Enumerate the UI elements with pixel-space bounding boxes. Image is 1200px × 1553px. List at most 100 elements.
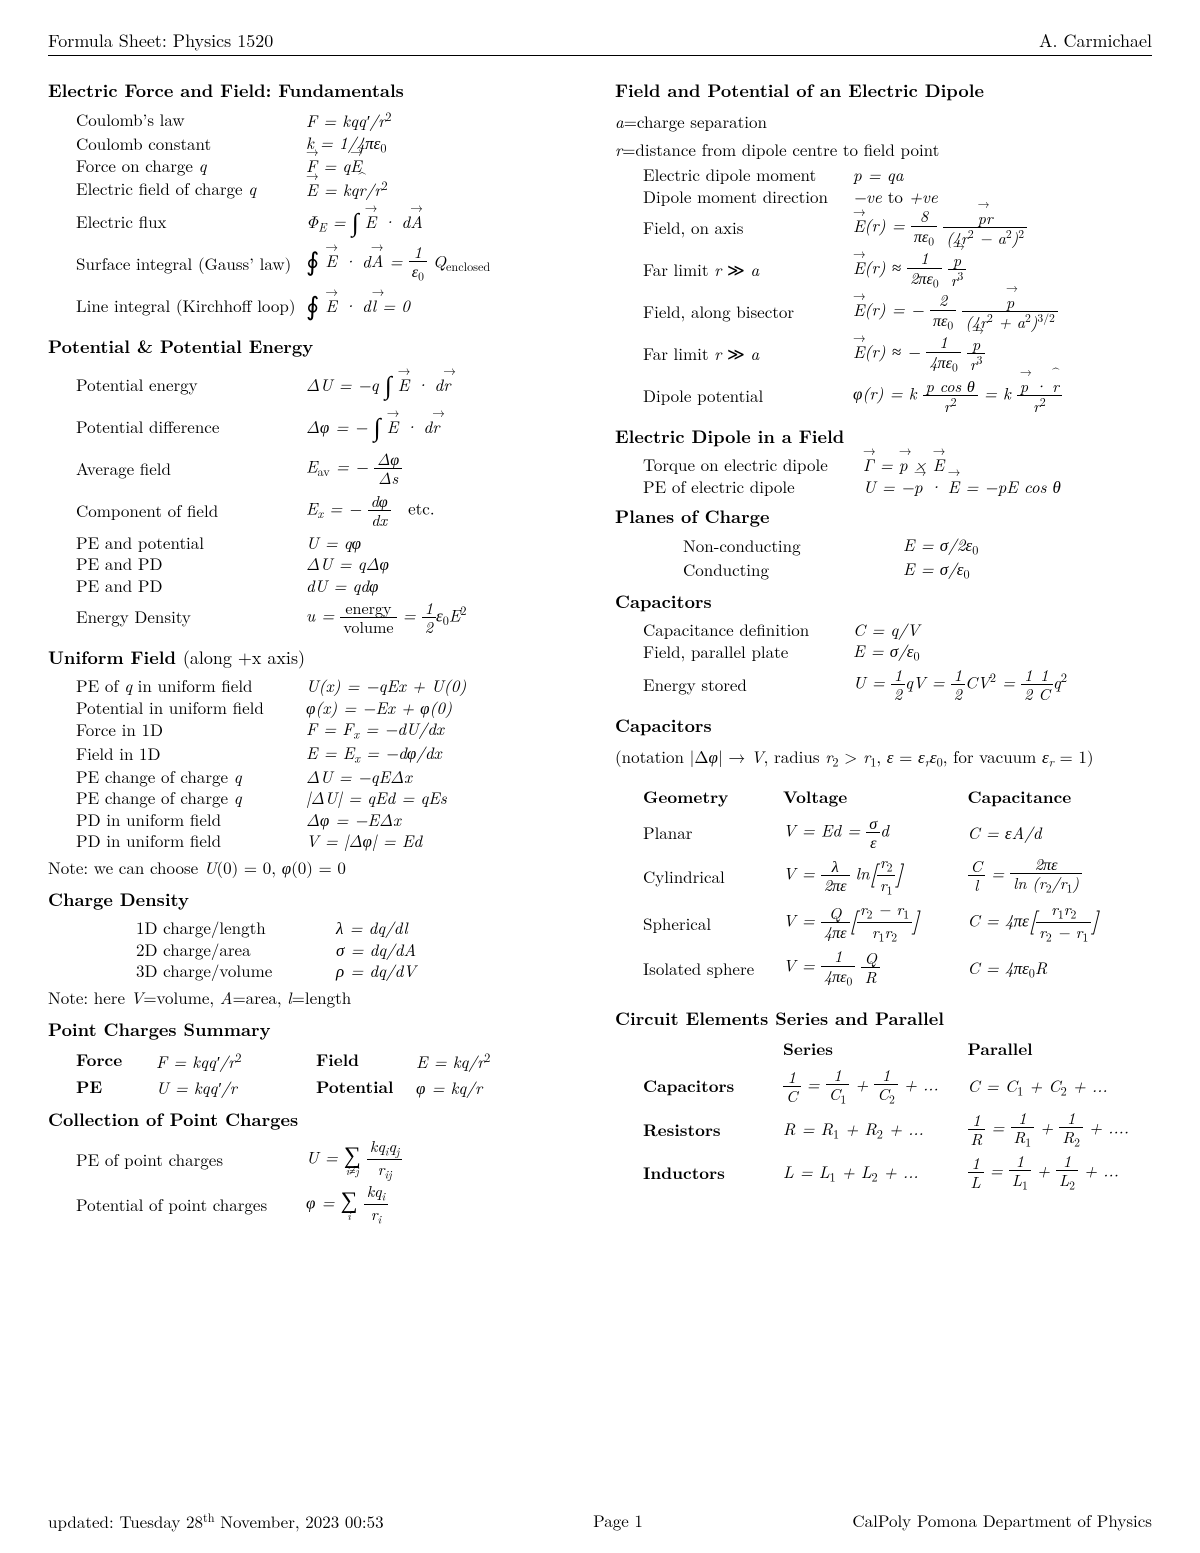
formula: ΦE = ∫ E · dA xyxy=(306,207,423,236)
label: Capacitance definition xyxy=(643,620,853,640)
footer-center: Page 1 xyxy=(593,1508,643,1533)
columns: Electric Force and Field: Fundamentals C… xyxy=(48,70,1152,1228)
capacitor-table: GeometryVoltageCapacitance Planar V = Ed… xyxy=(615,785,1152,988)
formula: F = kqq′/r2 xyxy=(306,109,391,131)
formula: U = −p · E = −pE cos θ xyxy=(863,477,1061,497)
formula: dU = qdφ xyxy=(306,576,378,596)
label: PD in uniform field xyxy=(76,831,306,851)
formula: p = qa xyxy=(853,165,903,185)
formula: φ(x) = −Ex + φ(0) xyxy=(306,698,452,718)
formula: E(r) ≈ 12πε0 pr3 xyxy=(853,250,966,289)
label: PE and potential xyxy=(76,533,306,553)
formula: C = q/V xyxy=(853,620,920,640)
header-left: Formula Sheet: Physics 1520 xyxy=(48,28,273,53)
label: Component of field xyxy=(76,501,306,521)
formula: U = qφ xyxy=(306,533,361,553)
subtitle: a=charge separation xyxy=(615,109,1152,133)
label: Energy Density xyxy=(76,607,306,627)
circuit-table: SeriesParallel Capacitors 1C = 1C1 + 1C2… xyxy=(615,1037,1152,1193)
label: PE of point charges xyxy=(76,1150,306,1170)
section-title: Point Charges Summary xyxy=(48,1017,585,1042)
formula: |ΔU| = qEd = qEs xyxy=(306,788,447,808)
formula: φ = ∑i kqiri xyxy=(306,1183,388,1226)
footer-left: updated: Tuesday 28th November, 2023 00:… xyxy=(48,1508,384,1533)
formula: u = energyvolume = 12ε0E2 xyxy=(306,600,467,635)
formula: V = |Δφ| = Ed xyxy=(306,831,422,851)
formula: U = 12qV = 12CV2 = 121Cq2 xyxy=(853,667,1067,702)
formula: U = ∑i≠j kqiqjrij xyxy=(306,1138,402,1181)
note: (notation |Δφ| → V, radius r2 > r1, ε = … xyxy=(615,744,1152,771)
formula: λ = dq/dl xyxy=(336,918,408,938)
label: PD in uniform field xyxy=(76,810,306,830)
label: 3D charge/volume xyxy=(76,961,336,981)
label: Conducting xyxy=(643,560,903,580)
section-title: Electric Force and Field: Fundamentals xyxy=(48,78,585,103)
label: Coulomb constant xyxy=(76,134,306,154)
note: Note: here V=volume, A=area, l=length xyxy=(48,985,585,1009)
label: Potential in uniform field xyxy=(76,698,306,718)
formula: E(r) = − 2πε0 p(4r2 + a2)3/2 xyxy=(853,292,1058,331)
label: Force on charge q xyxy=(76,156,306,176)
label: PE and PD xyxy=(76,576,306,596)
label: PE change of charge q xyxy=(76,767,306,787)
subtitle: r=distance from dipole centre to field p… xyxy=(615,137,1152,161)
label: Field, on axis xyxy=(643,218,853,238)
formula: Eav = − ΔφΔs xyxy=(306,451,402,486)
formula: φ(r) = k p cos θr2 = k p · rr2 xyxy=(853,378,1062,414)
summary-grid: ForceF = kqq′/r2FieldE = kq/r2 PEU = kqq… xyxy=(48,1048,585,1099)
label: Energy stored xyxy=(643,675,853,695)
formula: Δφ = − ∫ E · dr xyxy=(306,412,439,441)
right-column: Field and Potential of an Electric Dipol… xyxy=(615,70,1152,1228)
label: Potential energy xyxy=(76,375,306,395)
formula: σ = dq/dA xyxy=(336,940,416,960)
section-title: Collection of Point Charges xyxy=(48,1107,585,1132)
label: Potential of point charges xyxy=(76,1195,306,1215)
label: PE and PD xyxy=(76,554,306,574)
left-column: Electric Force and Field: Fundamentals C… xyxy=(48,70,585,1228)
formula: ∮ E · dA = 1ε0 Qenclosed xyxy=(306,244,490,283)
section-title: Planes of Charge xyxy=(615,504,1152,529)
formula: E = kqr/r2 xyxy=(306,178,388,200)
formula: ρ = dq/dV xyxy=(336,961,416,981)
label: Dipole potential xyxy=(643,386,853,406)
label: PE change of charge q xyxy=(76,788,306,808)
formula: U(x) = −qEx + U(0) xyxy=(306,676,466,696)
label: Force in 1D xyxy=(76,720,306,740)
label: 2D charge/area xyxy=(76,940,336,960)
section-title: Field and Potential of an Electric Dipol… xyxy=(615,78,1152,103)
label: Electric field of charge q xyxy=(76,179,306,199)
formula: E = Ex = −dφ/dx xyxy=(306,743,442,765)
page-header: Formula Sheet: Physics 1520 A. Carmichae… xyxy=(48,28,1152,56)
label: Electric flux xyxy=(76,212,306,232)
formula: E = σ/ε0 xyxy=(853,641,920,663)
formula: E(r) = 8πε0 pr(4r2 − a2)2 xyxy=(853,208,1027,247)
page: Formula Sheet: Physics 1520 A. Carmichae… xyxy=(0,0,1200,1553)
header-right: A. Carmichael xyxy=(1039,28,1152,53)
formula: E = σ/2ε0 xyxy=(903,535,978,557)
formula: ΔU = −q ∫ E · dr xyxy=(306,370,450,399)
label: Far limit r ≫ a xyxy=(643,260,853,280)
formula: ΔU = −qEΔx xyxy=(306,767,412,787)
formula: E(r) ≈ − 14πε0 pr3 xyxy=(853,334,985,373)
section-title: Electric Dipole in a Field xyxy=(615,424,1152,449)
label: Non-conducting xyxy=(643,536,903,556)
formula: Γ = p × E xyxy=(863,455,944,475)
label: Far limit r ≫ a xyxy=(643,344,853,364)
label: Coulomb’s law xyxy=(76,110,306,130)
section-title: Uniform Field (along +x axis) xyxy=(48,645,585,670)
section-title: Capacitors xyxy=(615,589,1152,614)
label: Surface integral (Gauss’ law) xyxy=(76,254,306,274)
note: Note: we can choose U(0) = 0, φ(0) = 0 xyxy=(48,855,585,879)
label: Potential difference xyxy=(76,417,306,437)
section-title: Potential & Potential Energy xyxy=(48,334,585,359)
formula: ∮ E · dl = 0 xyxy=(306,291,410,320)
label: Average field xyxy=(76,459,306,479)
label: PE of q in uniform field xyxy=(76,676,306,696)
section-title: Circuit Elements Series and Parallel xyxy=(615,1006,1152,1031)
formula: E = σ/ε0 xyxy=(903,559,970,581)
formula: Ex = − dφdx etc. xyxy=(306,493,435,528)
formula: ΔU = qΔφ xyxy=(306,554,389,574)
label: Field, parallel plate xyxy=(643,642,853,662)
page-footer: updated: Tuesday 28th November, 2023 00:… xyxy=(48,1508,1152,1533)
label: Field in 1D xyxy=(76,744,306,764)
